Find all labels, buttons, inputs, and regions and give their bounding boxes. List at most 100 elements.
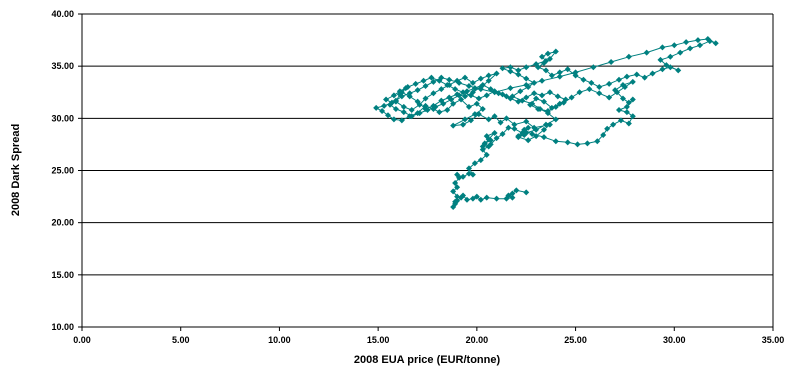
data-point: [469, 195, 476, 202]
x-tick-label: 35.00: [762, 335, 785, 345]
data-point: [452, 86, 459, 93]
data-point: [465, 103, 472, 110]
data-point: [420, 77, 427, 84]
data-point: [430, 90, 437, 97]
data-point: [629, 113, 636, 120]
data-point: [390, 116, 397, 123]
data-point: [454, 184, 461, 191]
data-point: [469, 171, 476, 178]
data-point: [477, 75, 484, 82]
data-point: [696, 42, 703, 49]
data-point: [463, 88, 470, 95]
data-point: [588, 79, 595, 86]
data-point: [511, 121, 518, 128]
data-point: [398, 117, 405, 124]
data-point: [469, 79, 476, 86]
data-point: [604, 125, 611, 132]
data-point: [515, 133, 522, 140]
data-point: [412, 80, 419, 87]
data-point: [456, 92, 463, 99]
data-point: [519, 97, 526, 104]
data-point: [499, 65, 506, 72]
data-point: [460, 121, 467, 128]
data-point: [529, 100, 536, 107]
y-tick-label: 35.00: [51, 61, 74, 71]
data-point: [454, 171, 461, 178]
data-point: [406, 90, 413, 97]
data-point: [385, 112, 392, 119]
data-point: [629, 96, 636, 103]
data-point: [540, 126, 547, 133]
data-point: [548, 72, 555, 79]
data-point: [462, 93, 469, 100]
data-point: [493, 135, 500, 142]
data-point: [390, 92, 397, 99]
data-point: [511, 125, 518, 132]
data-point: [499, 130, 506, 137]
data-point: [444, 81, 451, 88]
data-point: [392, 97, 399, 104]
data-point: [491, 113, 498, 120]
data-point: [495, 90, 502, 97]
data-point: [448, 96, 455, 103]
data-point: [523, 94, 530, 101]
data-point: [507, 64, 514, 71]
data-point: [531, 79, 538, 86]
data-point: [523, 81, 530, 88]
data-point: [675, 67, 682, 74]
data-point: [568, 94, 575, 101]
data-point: [467, 117, 474, 124]
y-axis-title: 2008 Dark Spread: [10, 124, 22, 216]
data-point: [552, 48, 559, 55]
data-point: [687, 45, 694, 52]
data-point: [507, 85, 514, 92]
data-point: [479, 105, 486, 112]
data-point: [406, 93, 413, 100]
data-point: [612, 87, 619, 94]
data-point: [535, 64, 542, 71]
data-point: [616, 106, 623, 113]
data-point: [533, 126, 540, 133]
data-point: [667, 53, 674, 60]
data-point: [383, 96, 390, 103]
data-point: [400, 103, 407, 110]
x-tick-label: 15.00: [367, 335, 390, 345]
data-point: [404, 84, 411, 91]
data-point: [414, 98, 421, 105]
data-point: [462, 74, 469, 81]
data-point: [539, 53, 546, 60]
data-point: [483, 92, 490, 99]
data-point: [458, 96, 465, 103]
data-point: [477, 196, 484, 203]
data-point: [460, 173, 467, 180]
data-point: [580, 76, 587, 83]
data-point: [546, 89, 553, 96]
x-tick-label: 0.00: [73, 335, 91, 345]
data-point: [471, 111, 478, 118]
data-point: [450, 204, 457, 211]
data-point: [523, 64, 530, 71]
x-tick-label: 5.00: [172, 335, 190, 345]
data-point: [479, 81, 486, 88]
data-point: [473, 100, 480, 107]
data-point: [556, 73, 563, 80]
data-point: [712, 40, 719, 47]
data-point: [422, 82, 429, 89]
data-point: [560, 99, 567, 106]
data-point: [523, 75, 530, 82]
data-point: [432, 103, 439, 110]
y-tick-label: 40.00: [51, 9, 74, 19]
data-point: [625, 99, 632, 106]
data-point: [513, 187, 520, 194]
data-point: [683, 39, 690, 46]
data-point: [475, 95, 482, 102]
data-point: [440, 100, 447, 107]
data-point: [649, 70, 656, 77]
axes: 10.00 15.00 20.00 25.00 30.00 35.00 40.00 0.00 5…: [51, 9, 784, 345]
data-point: [477, 86, 484, 93]
data-point: [546, 55, 553, 62]
data-point: [414, 87, 421, 94]
data-point: [515, 71, 522, 78]
y-tick-label: 25.00: [51, 166, 74, 176]
